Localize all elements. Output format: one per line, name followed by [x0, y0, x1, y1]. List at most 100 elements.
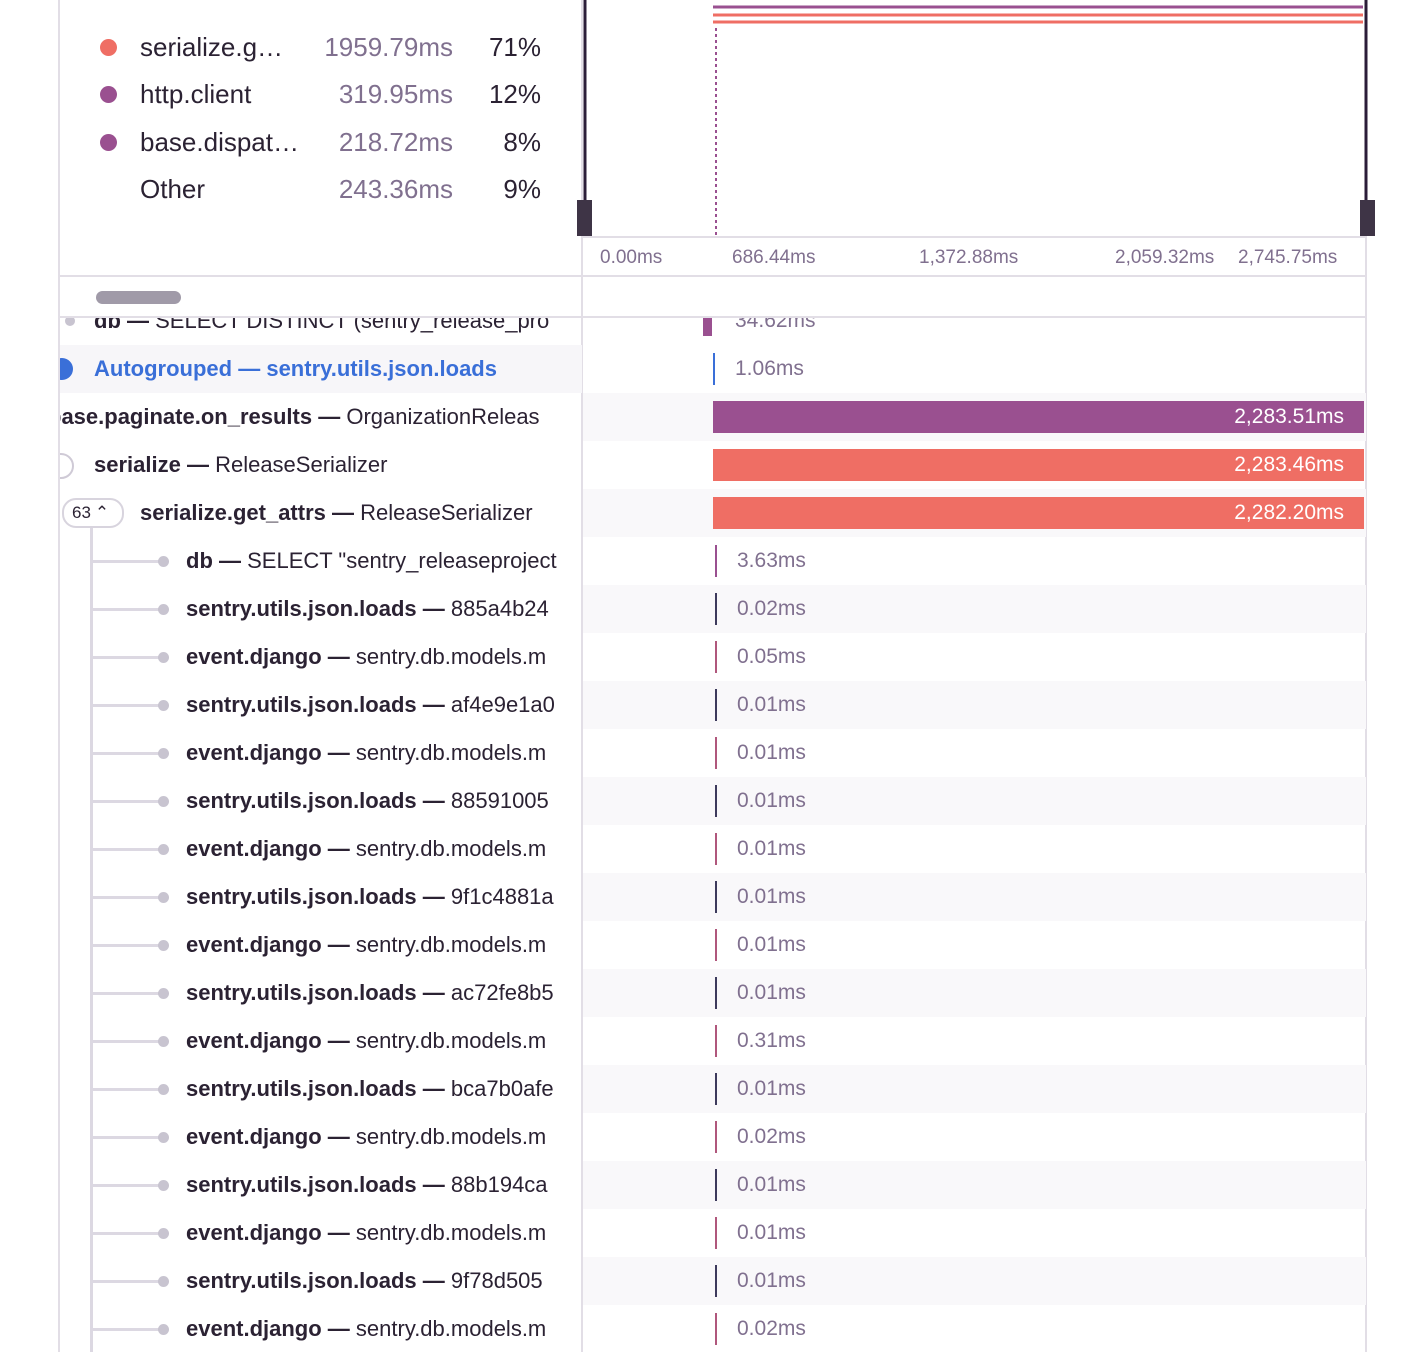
legend-label: serialize.g…	[140, 32, 284, 62]
legend-label: base.dispat…	[140, 126, 299, 157]
legend-duration: 319.95ms	[338, 79, 453, 110]
tree-dot	[158, 700, 169, 711]
span-row-title: sentry.utils.json.loads — 9f1c4881a	[60, 873, 582, 921]
span-row-title: serialize — ReleaseSerializer	[60, 441, 582, 489]
tree-dot	[158, 1276, 169, 1287]
span-duration: 0.01ms	[737, 837, 806, 860]
autogroup-dot	[60, 358, 73, 380]
span-duration: 2,282.20ms	[1234, 501, 1344, 524]
span-op: serialize.get_attrs —	[140, 500, 354, 525]
span-duration: 0.01ms	[737, 1221, 806, 1244]
span-bar	[715, 881, 717, 913]
span-duration: 0.02ms	[737, 1317, 806, 1340]
tree-connector	[92, 1184, 164, 1187]
span-row-title: db — SELECT DISTINCT (sentry_release_pro	[60, 308, 582, 345]
span-description: sentry.db.models.m	[355, 740, 547, 765]
tree-connector	[92, 896, 164, 899]
span-row-title: base.paginate.on_results — OrganizationR…	[60, 393, 582, 441]
span-description: 9f78d505	[450, 1268, 543, 1293]
span-title: db — SELECT "sentry_releaseproject	[186, 537, 557, 585]
span-duration: 2,283.51ms	[1234, 405, 1344, 428]
span-bar	[715, 545, 717, 577]
tree-connector	[92, 944, 164, 947]
span-duration: 0.01ms	[737, 933, 806, 956]
span-row-title: event.django — sentry.db.models.m	[60, 1209, 582, 1257]
span-row-title: event.django — sentry.db.models.m	[60, 633, 582, 681]
span-bar	[715, 1313, 717, 1345]
span-title: event.django — sentry.db.models.m	[186, 633, 546, 681]
span-title: sentry.utils.json.loads — 885a4b24	[186, 585, 549, 633]
span-duration: 34.62ms	[735, 309, 816, 332]
tree-line	[90, 528, 93, 1352]
span-row-title: Autogrouped — sentry.utils.json.loads	[60, 345, 582, 393]
legend-dot	[100, 86, 117, 104]
span-description: sentry.db.models.m	[355, 644, 547, 669]
span-duration: 0.01ms	[737, 981, 806, 1004]
tree-node	[60, 453, 74, 479]
range-handle[interactable]	[577, 200, 592, 236]
span-op: event.django —	[186, 644, 350, 669]
span-description: sentry.db.models.m	[355, 836, 547, 861]
span-bar	[715, 929, 717, 961]
span-description: 88b194ca	[450, 1172, 548, 1197]
span-row-title: serialize.get_attrs — ReleaseSerializer 6…	[60, 489, 582, 537]
tree-dot	[158, 604, 169, 615]
tree-connector	[92, 1040, 164, 1043]
span-description[interactable]: sentry.utils.json.loads	[266, 356, 497, 381]
span-bar	[715, 785, 717, 817]
group-toggle[interactable]: 63 ⌃	[62, 498, 124, 528]
span-duration: 0.05ms	[737, 645, 806, 668]
span-duration: 0.01ms	[737, 693, 806, 716]
caret[interactable]: ⌃	[94, 503, 110, 522]
span-bar	[715, 1025, 717, 1057]
tree-connector	[92, 800, 164, 803]
span-op[interactable]: Autogrouped —	[94, 356, 261, 381]
span-op: sentry.utils.json.loads —	[186, 788, 445, 813]
span-bar	[715, 1169, 717, 1201]
span-description: sentry.db.models.m	[355, 1220, 547, 1245]
legend-percent: 12%	[488, 79, 541, 110]
axis-tick-label: 0.00ms	[600, 247, 663, 268]
span-row-title: db — SELECT "sentry_releaseproject	[60, 537, 582, 585]
tree-dot	[158, 1132, 169, 1143]
span-row-title: sentry.utils.json.loads — ac72fe8b5	[60, 969, 582, 1017]
span-op: sentry.utils.json.loads —	[186, 980, 445, 1005]
span-row-title: event.django — sentry.db.models.m	[60, 729, 582, 777]
span-op: sentry.utils.json.loads —	[186, 1076, 445, 1101]
span-bar	[715, 1217, 717, 1249]
tree-dot	[158, 988, 169, 999]
span-op: event.django —	[186, 932, 350, 957]
span-description: sentry.db.models.m	[355, 1124, 547, 1149]
span-description: 88591005	[450, 788, 549, 813]
span-bar	[715, 1121, 717, 1153]
span-title: event.django — sentry.db.models.m	[186, 921, 546, 969]
span-duration: 0.01ms	[737, 741, 806, 764]
legend-duration: 1959.79ms	[324, 32, 453, 62]
span-row-bar: 0.01ms	[583, 1161, 1366, 1209]
span-description: sentry.db.models.m	[355, 1028, 547, 1053]
span-row-bar: 0.05ms	[583, 633, 1366, 681]
span-op: sentry.utils.json.loads —	[186, 1172, 445, 1197]
span-row-bar: 0.01ms	[583, 1257, 1366, 1305]
range-handle[interactable]	[1360, 200, 1375, 236]
scrollbar-thumb[interactable]	[96, 291, 181, 304]
group-count[interactable]: 63	[72, 503, 91, 522]
span-title: db — SELECT DISTINCT (sentry_release_pro	[94, 308, 550, 345]
span-title: sentry.utils.json.loads — 9f1c4881a	[186, 873, 554, 921]
tree-connector	[92, 1280, 164, 1283]
span-description: sentry.db.models.m	[355, 932, 547, 957]
span-title: sentry.utils.json.loads — af4e9e1a0	[186, 681, 555, 729]
tree-connector	[92, 560, 164, 563]
span-row-bar: 2,283.51ms	[583, 393, 1366, 441]
span-row-title: event.django — sentry.db.models.m	[60, 921, 582, 969]
tree-connector	[92, 656, 164, 659]
span-op: event.django —	[186, 1124, 350, 1149]
span-description: sentry.db.models.m	[355, 1316, 547, 1341]
span-duration: 1.06ms	[735, 357, 804, 380]
tree-dot	[158, 652, 169, 663]
span-title: serialize.get_attrs — ReleaseSerializer	[140, 489, 533, 537]
span-duration: 0.01ms	[737, 885, 806, 908]
span-description: af4e9e1a0	[450, 692, 555, 717]
span-description: SELECT DISTINCT (sentry_release_pro	[155, 308, 550, 333]
